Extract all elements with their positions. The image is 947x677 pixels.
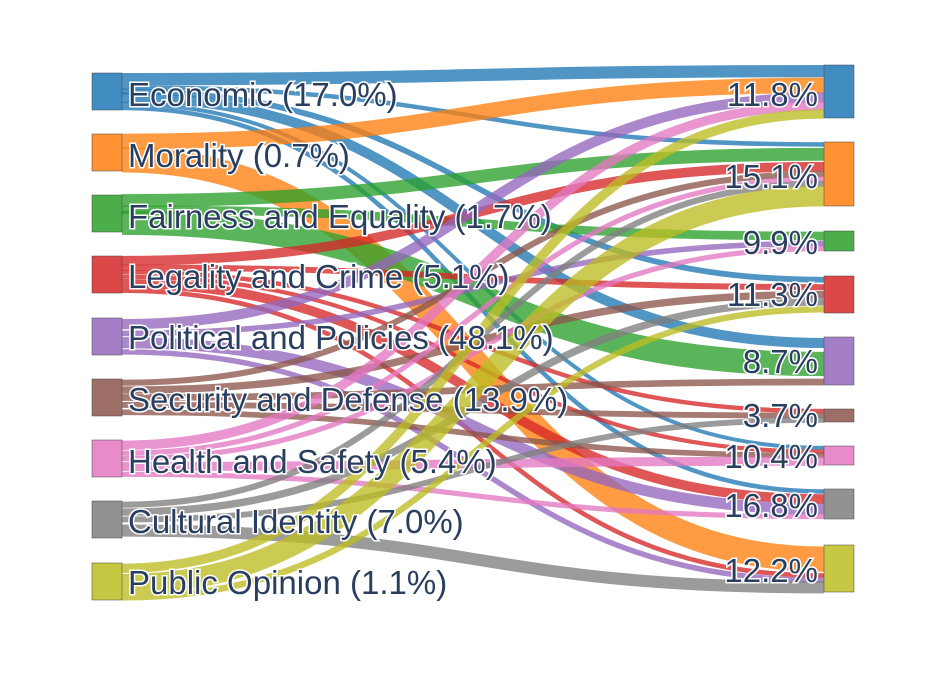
target-node-label-6: 10.4%: [724, 438, 818, 475]
sankey-link-8: [121, 147, 825, 208]
sankey-link-18: [121, 240, 825, 337]
target-node-3: [823, 275, 855, 314]
sankey-nodes: [91, 64, 855, 601]
target-node-4: [823, 336, 855, 386]
sankey-link-32: [121, 298, 825, 516]
target-node-0: [823, 64, 855, 119]
source-node-label-6: Health and Safety (5.4%): [128, 443, 497, 480]
target-node-1: [823, 141, 855, 207]
sankey-link-29: [121, 456, 825, 471]
source-node-7: [91, 500, 123, 539]
source-node-label-4: Political and Policies (48.1%): [128, 319, 554, 356]
target-node-7: [823, 488, 855, 520]
sankey-link-37: [121, 306, 825, 601]
sankey-link-34: [121, 524, 825, 594]
sankey-link-6: [121, 77, 825, 150]
source-node-1: [91, 133, 123, 172]
source-node-2: [91, 194, 123, 233]
target-node-5: [823, 408, 855, 423]
source-node-4: [91, 317, 123, 356]
source-node-label-3: Legality and Crime (5.1%): [128, 258, 510, 295]
sankey-link-30: [121, 471, 825, 520]
source-node-5: [91, 378, 123, 417]
target-node-label-5: 3.7%: [743, 397, 818, 434]
sankey-link-28: [121, 245, 825, 462]
target-node-2: [823, 230, 855, 252]
target-node-label-4: 8.7%: [743, 343, 818, 380]
source-node-label-0: Economic (17.0%): [128, 76, 398, 113]
sankey-link-33: [121, 416, 825, 523]
target-node-label-0: 11.8%: [727, 76, 818, 113]
sankey-link-14: [121, 274, 825, 454]
target-node-label-8: 12.2%: [724, 552, 818, 589]
target-node-label-7: 16.8%: [724, 487, 818, 524]
sankey-link-35: [121, 109, 825, 573]
sankey-link-17: [121, 92, 825, 330]
target-node-label-3: 11.3%: [727, 276, 818, 313]
sankey-labels: Economic (17.0%) Morality (0.7%) Fairness …: [127, 75, 820, 603]
source-node-6: [91, 439, 123, 478]
sankey-link-10: [121, 210, 825, 377]
target-node-label-2: 9.9%: [743, 224, 818, 261]
sankey-link-2: [121, 88, 825, 283]
sankey-link-27: [121, 176, 825, 456]
source-node-label-8: Public Opinion (1.1%): [128, 564, 447, 601]
sankey-link-0: [121, 64, 825, 86]
target-node-6: [823, 445, 855, 466]
target-node-8: [823, 544, 855, 593]
sankey-link-36: [121, 185, 825, 595]
sankey-link-7: [121, 147, 825, 572]
source-node-label-1: Morality (0.7%): [128, 137, 350, 174]
sankey-link-19: [121, 337, 825, 515]
source-node-3: [91, 255, 123, 294]
source-node-label-5: Security and Defense (13.9%): [128, 381, 568, 418]
source-node-8: [91, 562, 123, 601]
source-node-label-2: Fairness and Equality (1.7%): [128, 198, 552, 235]
source-node-label-7: Cultural Identity (7.0%): [128, 503, 464, 540]
sankey-links: [121, 64, 825, 601]
source-node-0: [91, 72, 123, 111]
sankey-link-26: [121, 101, 825, 450]
sankey-link-9: [121, 205, 825, 241]
target-node-label-1: 15.1%: [724, 158, 818, 195]
sankey-link-25: [121, 409, 825, 459]
